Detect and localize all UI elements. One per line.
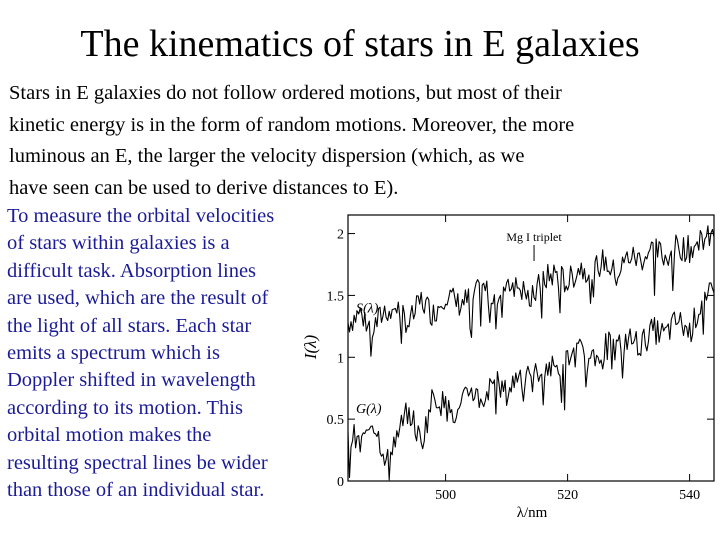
side-paragraph: To measure the orbital velocities of sta… [7, 203, 327, 504]
series-label: G(λ) [356, 402, 382, 417]
y-tick-label: 2 [337, 228, 344, 243]
side-line: than those of an individual star. [7, 479, 265, 502]
spectrum-chart: I(λ) λ/nm 0 0.5 1 1.5 2 500 520 540 S(λ) G(λ) Mg I… [301, 214, 715, 521]
intro-line: luminous an E, the larger the velocity d… [9, 145, 525, 167]
x-axis-label: λ/nm [517, 505, 548, 521]
side-line: according to its motion. This [7, 396, 243, 419]
slide-title: The kinematics of stars in E galaxies [80, 23, 640, 65]
intro-paragraph: Stars in E galaxies do not follow ordere… [9, 78, 715, 204]
y-tick-label: 1.5 [327, 289, 345, 304]
side-line: emits a spectrum which is [7, 342, 220, 365]
y-axis-label: I(λ) [301, 334, 320, 360]
y-tick-label: 0.5 [327, 413, 345, 428]
side-line: difficult task. Absorption lines [7, 259, 257, 282]
side-line: To measure the orbital velocities [7, 205, 275, 227]
side-line: orbital motion makes the [7, 424, 212, 447]
intro-line: kinetic energy is in the form of random … [9, 113, 575, 136]
x-tick-label: 500 [435, 488, 456, 503]
side-line: of stars within galaxies is a [7, 232, 230, 255]
plot-frame [347, 214, 715, 482]
side-line: Doppler shifted in wavelength [7, 369, 256, 392]
x-tick-label: 540 [679, 488, 700, 503]
annotation-label: Mg I triplet [506, 230, 562, 244]
spectrum-line-s [347, 225, 715, 357]
side-line: the light of all stars. Each star [7, 314, 252, 337]
y-tick-label: 1 [337, 351, 344, 366]
spectrum-line-g [347, 282, 715, 481]
intro-line: have seen can be used to derive distance… [9, 176, 399, 199]
y-tick-label: 0 [337, 475, 344, 490]
series-label: S(λ) [356, 302, 379, 317]
x-tick-label: 520 [557, 488, 578, 503]
side-line: resulting spectral lines be wider [7, 451, 268, 474]
side-line: are used, which are the result of [7, 287, 269, 310]
intro-line: Stars in E galaxies do not follow ordere… [9, 82, 562, 104]
